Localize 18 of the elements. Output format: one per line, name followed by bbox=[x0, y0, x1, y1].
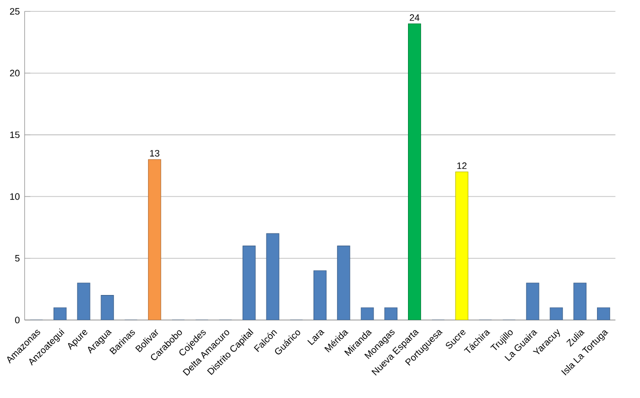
y-tick-label: 15 bbox=[10, 132, 20, 138]
bar bbox=[573, 282, 586, 320]
y-tick-label: 25 bbox=[10, 8, 20, 15]
y-tick-label: 20 bbox=[10, 70, 20, 77]
y-tick-label: 10 bbox=[10, 193, 20, 200]
y-tick-label: 0 bbox=[15, 316, 20, 324]
bar bbox=[550, 308, 563, 320]
data-label: 12 bbox=[457, 162, 467, 170]
bar bbox=[54, 308, 67, 320]
y-tick-label: 5 bbox=[15, 255, 20, 262]
bar bbox=[455, 172, 468, 320]
bar bbox=[313, 270, 327, 320]
bar bbox=[384, 308, 398, 320]
bar bbox=[360, 308, 374, 320]
x-tick-label: Lara bbox=[307, 330, 325, 346]
data-label: 13 bbox=[150, 150, 160, 157]
data-label: 24 bbox=[410, 14, 420, 21]
bar bbox=[77, 282, 90, 320]
